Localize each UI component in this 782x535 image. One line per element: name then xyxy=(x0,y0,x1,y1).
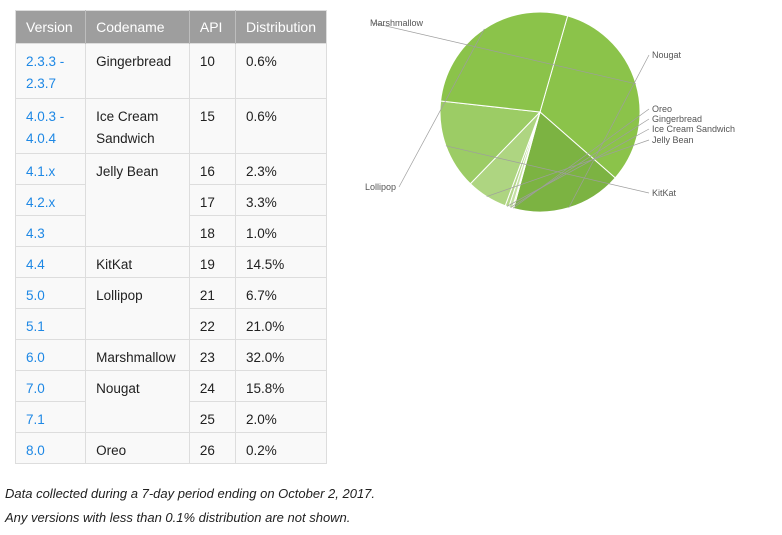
api-cell: 10 xyxy=(188,43,236,99)
version-link[interactable]: 7.1 xyxy=(26,412,45,427)
codename-cell: Nougat xyxy=(85,370,190,433)
version-link[interactable]: 4.3 xyxy=(26,226,45,241)
distribution-cell: 1.0% xyxy=(234,215,328,247)
pie-label: Gingerbread xyxy=(652,114,702,124)
pie-leader-line xyxy=(506,128,650,207)
distribution-cell: 21.0% xyxy=(234,308,328,340)
table-row: 4.2.x 17 3.3% xyxy=(14,184,328,216)
codename-cell: Oreo xyxy=(85,432,190,464)
version-cell: 4.0.3 - 4.0.4 xyxy=(14,98,87,154)
pie-label: Ice Cream Sandwich xyxy=(652,124,735,134)
distribution-cell: 6.7% xyxy=(234,277,328,309)
api-cell: 26 xyxy=(188,432,236,464)
version-cell: 5.0 xyxy=(14,277,87,309)
table-row: 4.3 18 1.0% xyxy=(14,215,328,247)
pie-leader-line xyxy=(445,145,650,194)
codename-cell: Ice Cream Sandwich xyxy=(85,98,190,154)
table-row: 5.0 Lollipop 21 6.7% xyxy=(14,277,328,340)
version-link[interactable]: 4.2.x xyxy=(26,195,56,210)
version-link[interactable]: 7.0 xyxy=(26,381,45,396)
distribution-cell: 14.5% xyxy=(234,246,328,278)
table-row: 7.1 25 2.0% xyxy=(14,401,328,433)
pie-leader-line xyxy=(568,54,650,208)
table-row: 4.0.3 - 4.0.4 Ice Cream Sandwich 15 0.6% xyxy=(14,98,328,154)
version-cell: 4.4 xyxy=(14,246,87,278)
table-row: 8.0 Oreo 26 0.2% xyxy=(14,432,328,464)
header-version: Version xyxy=(15,10,87,44)
header-distribution: Distribution xyxy=(235,10,327,44)
distribution-cell: 3.3% xyxy=(234,184,328,216)
api-cell: 16 xyxy=(188,153,236,185)
codename-cell: KitKat xyxy=(85,246,190,278)
table-row: 2.3.3 - 2.3.7 Gingerbread 10 0.6% xyxy=(14,43,328,99)
table-row: 4.4 KitKat 19 14.5% xyxy=(14,246,328,278)
version-cell: 7.0 xyxy=(14,370,87,402)
api-cell: 21 xyxy=(188,277,236,309)
version-link[interactable]: 8.0 xyxy=(26,443,45,458)
version-link[interactable]: 5.1 xyxy=(26,319,45,334)
distribution-cell: 2.0% xyxy=(234,401,328,433)
api-cell: 23 xyxy=(188,339,236,371)
distribution-table: Version Codename API Distribution 2.3.3 … xyxy=(14,10,328,464)
pie-label: Nougat xyxy=(652,50,682,60)
version-cell: 2.3.3 - 2.3.7 xyxy=(14,43,87,99)
api-cell: 17 xyxy=(188,184,236,216)
version-cell: 4.2.x xyxy=(14,184,87,216)
distribution-cell: 15.8% xyxy=(234,370,328,402)
version-cell: 7.1 xyxy=(14,401,87,433)
codename-cell: Lollipop xyxy=(85,277,190,340)
data-note-2: Any versions with less than 0.1% distrib… xyxy=(5,510,351,525)
header-codename: Codename xyxy=(85,10,190,44)
api-cell: 19 xyxy=(188,246,236,278)
pie-label: Marshmallow xyxy=(370,18,424,28)
pie-slices xyxy=(439,11,641,213)
api-cell: 15 xyxy=(188,98,236,154)
version-cell: 5.1 xyxy=(14,308,87,340)
table-row: 5.1 22 21.0% xyxy=(14,308,328,340)
table-row: 4.1.x Jelly Bean 16 2.3% xyxy=(14,153,328,247)
pie-leader-line xyxy=(398,28,485,188)
pie-label: Jelly Bean xyxy=(652,135,694,145)
version-cell: 4.1.x xyxy=(14,153,87,185)
table-header-row: Version Codename API Distribution xyxy=(15,10,327,44)
api-cell: 25 xyxy=(188,401,236,433)
version-link[interactable]: 4.0.3 - 4.0.4 xyxy=(26,109,65,146)
pie-leader-line xyxy=(510,118,650,208)
version-cell: 4.3 xyxy=(14,215,87,247)
api-cell: 24 xyxy=(188,370,236,402)
table-row: 6.0 Marshmallow 23 32.0% xyxy=(14,339,328,371)
distribution-cell: 2.3% xyxy=(234,153,328,185)
data-note-1: Data collected during a 7-day period end… xyxy=(5,486,376,501)
distribution-cell: 0.2% xyxy=(234,432,328,464)
distribution-cell: 0.6% xyxy=(234,43,328,99)
pie-label: Oreo xyxy=(652,104,672,114)
header-api: API xyxy=(189,10,236,44)
version-link[interactable]: 2.3.3 - 2.3.7 xyxy=(26,54,65,91)
pie-leader-line xyxy=(372,22,637,85)
pie-label: Lollipop xyxy=(365,182,396,192)
pie-leader-line xyxy=(486,139,650,197)
distribution-cell: 0.6% xyxy=(234,98,328,154)
pie-label: KitKat xyxy=(652,188,677,198)
codename-cell: Jelly Bean xyxy=(85,153,190,247)
version-link[interactable]: 4.1.x xyxy=(26,164,56,179)
version-link[interactable]: 5.0 xyxy=(26,288,45,303)
api-cell: 22 xyxy=(188,308,236,340)
codename-cell: Marshmallow xyxy=(85,339,190,371)
codename-cell: Gingerbread xyxy=(85,43,190,99)
api-cell: 18 xyxy=(188,215,236,247)
version-link[interactable]: 6.0 xyxy=(26,350,45,365)
distribution-cell: 32.0% xyxy=(234,339,328,371)
version-cell: 6.0 xyxy=(14,339,87,371)
version-cell: 8.0 xyxy=(14,432,87,464)
table-row: 7.0 Nougat 24 15.8% xyxy=(14,370,328,433)
version-link[interactable]: 4.4 xyxy=(26,257,45,272)
